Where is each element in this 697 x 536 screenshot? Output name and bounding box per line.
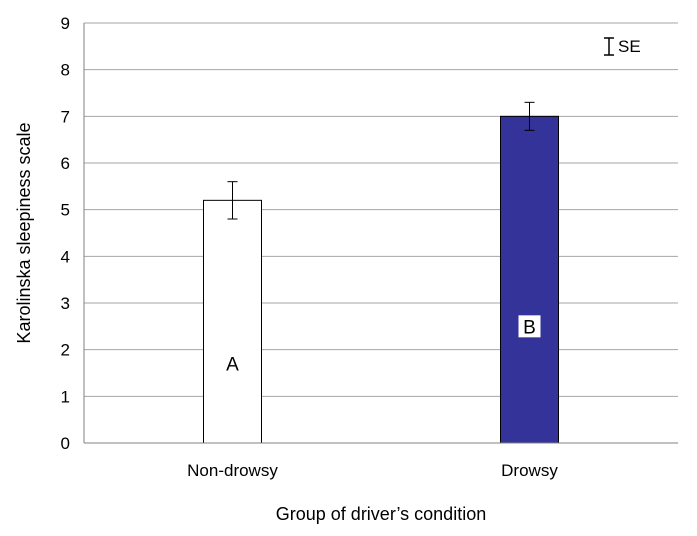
x-tick-labels: Non-drowsy Drowsy bbox=[187, 461, 558, 480]
x-tick-label: Non-drowsy bbox=[187, 461, 278, 480]
bars bbox=[203, 115, 559, 444]
bar-letter-labels: AB bbox=[226, 315, 541, 376]
y-tick-label: 2 bbox=[61, 341, 70, 360]
plot-area bbox=[84, 23, 678, 443]
y-tick-label: 1 bbox=[61, 387, 70, 406]
error-bars bbox=[227, 101, 535, 220]
y-tick-label: 6 bbox=[61, 154, 70, 173]
x-tick-label: Drowsy bbox=[501, 461, 558, 480]
bar-letter-label: A bbox=[226, 355, 239, 376]
y-tick-labels: 0 1 2 3 4 5 6 7 8 9 bbox=[61, 14, 70, 453]
y-axis-title: Karolinska sleepiness scale bbox=[14, 122, 34, 343]
y-tick-label: 7 bbox=[61, 107, 70, 126]
bar-letter-background bbox=[518, 315, 541, 338]
bar-letter-label: B bbox=[523, 317, 536, 338]
y-tick-label: 4 bbox=[61, 247, 70, 266]
y-tick-label: 9 bbox=[61, 14, 70, 33]
y-tick-label: 0 bbox=[61, 434, 70, 453]
y-tick-label: 5 bbox=[61, 201, 70, 220]
gridlines bbox=[84, 22, 678, 397]
y-tick-label: 3 bbox=[61, 294, 70, 313]
bar-drowsy bbox=[500, 115, 559, 444]
y-tick-label: 8 bbox=[61, 61, 70, 80]
se-legend-icon bbox=[604, 37, 614, 56]
bar-non-drowsy bbox=[203, 199, 262, 444]
legend: SE bbox=[604, 37, 641, 56]
legend-label: SE bbox=[618, 37, 641, 56]
x-axis-title: Group of driver’s condition bbox=[276, 504, 486, 524]
